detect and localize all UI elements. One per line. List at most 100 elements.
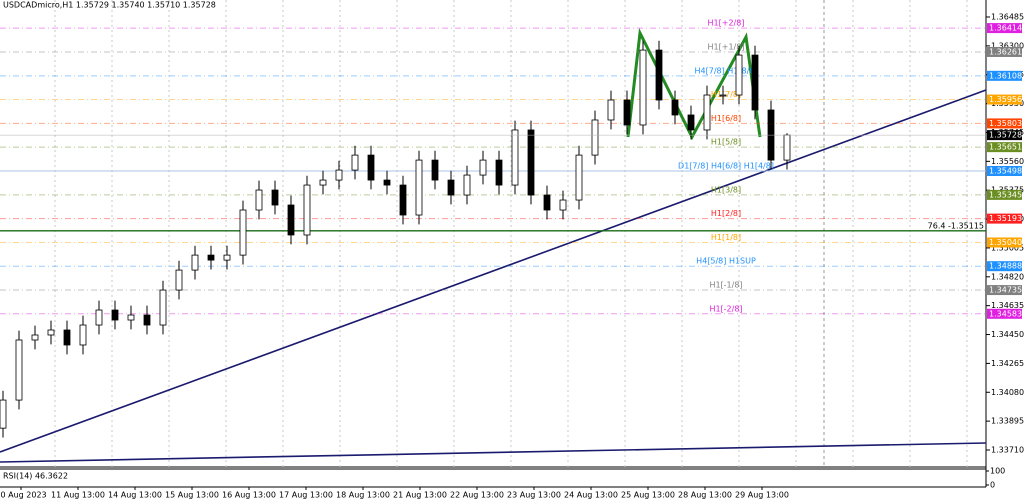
x-tick-label: 21 Aug 13:00 — [393, 491, 447, 500]
candle-body — [271, 189, 279, 206]
x-tick-label: 25 Aug 13:00 — [621, 491, 675, 500]
candle-body — [191, 254, 199, 271]
price-box — [987, 213, 1022, 224]
candle-body — [783, 134, 791, 161]
y-tick-label: 1.35005 — [991, 243, 1024, 252]
candle-body — [527, 129, 535, 196]
y-tick-label: 1.34820 — [991, 272, 1024, 281]
rsi-tick-label: 0 — [990, 481, 995, 490]
level-label: H4[7/8] H1[8/8] — [695, 66, 758, 75]
price-box — [987, 166, 1022, 177]
x-tick-label: 10 Aug 2023 — [0, 491, 47, 500]
candle-body — [655, 49, 663, 101]
trendline — [0, 442, 987, 463]
y-tick-label: 1.36485 — [991, 13, 1024, 22]
level-label: H1[1/8] — [711, 233, 741, 242]
y-tick-label: 1.34635 — [991, 301, 1024, 310]
level-label: H1[+1/8] — [708, 42, 745, 51]
candle-body — [431, 159, 439, 181]
candle-body — [559, 199, 567, 211]
level-label: H1[-1/8] — [709, 281, 742, 290]
price-box-label: 1.34583 — [989, 309, 1022, 318]
candle-body — [351, 154, 359, 171]
candle-body — [143, 314, 151, 326]
candle-body — [319, 179, 327, 186]
x-tick-label: 18 Aug 13:00 — [336, 491, 390, 500]
price-box-label: 1.36261 — [989, 47, 1022, 56]
candle-body — [399, 184, 407, 216]
candle-body — [47, 329, 55, 336]
candle-body — [415, 159, 423, 216]
x-tick-label: 22 Aug 13:00 — [450, 491, 504, 500]
candle-body — [31, 334, 39, 341]
candle-body — [303, 184, 311, 236]
x-tick-label: 15 Aug 13:00 — [165, 491, 219, 500]
x-tick-label: 16 Aug 13:00 — [222, 491, 276, 500]
candle-body — [127, 314, 135, 321]
level-label: H4[5/8] H1SUP — [696, 257, 756, 266]
price-box — [987, 46, 1022, 57]
y-tick-label: 1.35560 — [991, 157, 1024, 166]
price-box-label: 1.34735 — [989, 286, 1022, 295]
candle-body — [95, 309, 103, 326]
price-box — [987, 285, 1022, 296]
y-tick-label: 1.34450 — [991, 330, 1024, 339]
candle-body — [591, 119, 599, 156]
candle-body — [623, 99, 631, 126]
candle-body — [671, 99, 679, 116]
candle-body — [63, 329, 71, 346]
price-box — [987, 308, 1022, 319]
y-tick-label: 1.33895 — [991, 417, 1024, 426]
candle-body — [495, 159, 503, 186]
price-box-label: 1.34888 — [989, 262, 1022, 271]
candle-body — [255, 189, 263, 211]
x-tick-label: 24 Aug 13:00 — [564, 491, 618, 500]
price-box-label: 1.35803 — [989, 119, 1022, 128]
candle-body — [543, 194, 551, 211]
candle-body — [15, 339, 23, 401]
price-box — [987, 237, 1022, 248]
level-label: H1[6/8] — [711, 114, 741, 123]
price-box — [987, 70, 1022, 81]
candle-body — [367, 154, 375, 181]
level-label: D1[7/8] H4[6/8] H1[4/8] — [678, 162, 774, 171]
level-label: H1[2/8] — [711, 209, 741, 218]
fib-label: 76.4 -1.35115 — [928, 221, 984, 230]
price-box-label: 1.35651 — [989, 143, 1022, 152]
candle-body — [335, 169, 343, 181]
candle-body — [447, 179, 455, 196]
price-box — [987, 23, 1022, 34]
x-tick-label: 14 Aug 13:00 — [108, 491, 162, 500]
price-box — [987, 118, 1022, 129]
candle-body — [383, 179, 391, 186]
x-tick-label: 29 Aug 13:00 — [735, 491, 789, 500]
level-label: H1[-2/8] — [709, 304, 742, 313]
candle-body — [703, 94, 711, 131]
current-price-box — [987, 130, 1022, 141]
candle-body — [719, 94, 727, 97]
x-tick-label: 11 Aug 13:00 — [51, 491, 105, 500]
level-label: H1[+2/8] — [708, 19, 745, 28]
level-label: H1[3/8] — [711, 185, 741, 194]
rsi-tick-label: 100 — [990, 467, 1005, 476]
price-box — [987, 94, 1022, 105]
y-tick-label: 1.36300 — [991, 41, 1024, 50]
candle-body — [159, 289, 167, 326]
price-box — [987, 189, 1022, 200]
current-price-label: 1.35728 — [989, 131, 1022, 140]
y-tick-label: 1.33710 — [991, 445, 1024, 454]
price-box-label: 1.35345 — [989, 190, 1022, 199]
price-box-label: 1.36414 — [989, 24, 1022, 33]
x-tick-label: 23 Aug 13:00 — [507, 491, 561, 500]
price-box-label: 1.36108 — [989, 71, 1022, 80]
y-tick-label: 1.34080 — [991, 388, 1024, 397]
x-tick-label: 28 Aug 13:00 — [678, 491, 732, 500]
trendline — [0, 89, 987, 453]
candle-body — [223, 254, 231, 261]
candle-body — [239, 209, 247, 256]
candle-body — [575, 154, 583, 201]
price-box-label: 1.35193 — [989, 214, 1022, 223]
candle-body — [287, 204, 295, 236]
